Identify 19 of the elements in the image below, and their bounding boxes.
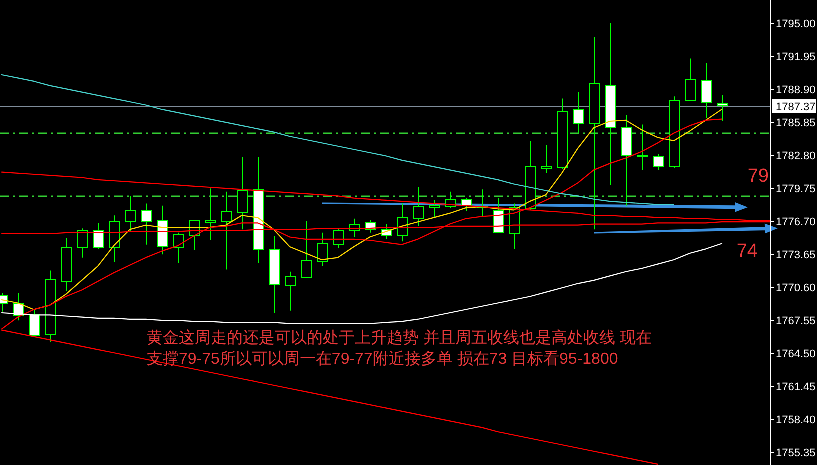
y-tick-label: 1767.55	[776, 316, 816, 328]
y-tick-label: 1770.60	[776, 282, 816, 294]
y-tick-label: 1791.95	[776, 52, 816, 64]
y-tick-label: 1785.85	[776, 118, 816, 130]
y-tick-label: 1758.40	[776, 414, 816, 426]
annotation: 79	[748, 166, 769, 187]
annotation: 74	[736, 241, 758, 262]
price-tag: 1787.37	[772, 100, 816, 114]
y-tick-label: 1755.35	[776, 448, 816, 460]
y-tick-label: 1779.75	[776, 184, 816, 196]
ref-line-label: 1787.37	[776, 102, 816, 114]
y-tick-label: 1795.00	[776, 18, 816, 30]
annotation: 黄金这周走的还是可以的处于上升趋势 并且周五收线也是高处收线 现在	[147, 330, 652, 347]
y-tick-label: 1764.50	[776, 348, 816, 360]
y-tick-label: 1761.45	[776, 382, 816, 394]
y-tick-label: 1776.70	[776, 216, 816, 228]
y-tick-label: 1788.90	[776, 84, 816, 96]
y-tick-label: 1773.65	[776, 250, 816, 262]
y-tick-label: 1782.80	[776, 150, 816, 162]
